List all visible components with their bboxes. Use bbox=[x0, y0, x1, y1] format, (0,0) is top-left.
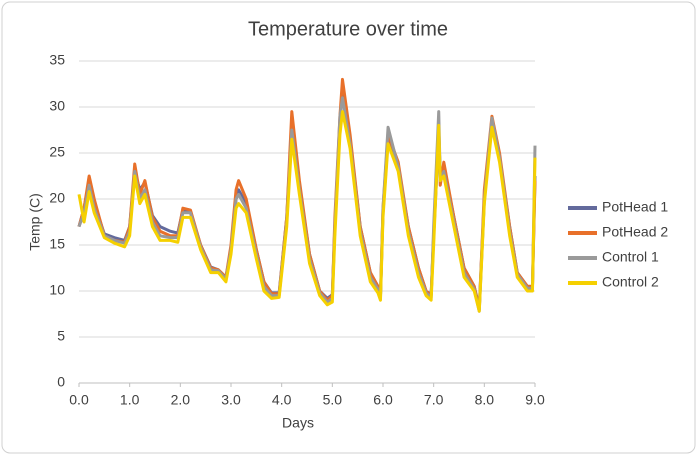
y-tick-label: 30 bbox=[49, 98, 65, 114]
x-tick-label: 2.0 bbox=[171, 392, 191, 408]
x-tick-label: 6.0 bbox=[373, 392, 393, 408]
y-tick-label: 15 bbox=[49, 236, 65, 252]
x-tick-label: 3.0 bbox=[221, 392, 241, 408]
x-tick-label: 9.0 bbox=[525, 392, 545, 408]
legend-label: Control 2 bbox=[602, 274, 659, 290]
y-tick-label: 5 bbox=[57, 328, 65, 344]
x-tick-label: 1.0 bbox=[120, 392, 140, 408]
legend-label: Control 1 bbox=[602, 249, 659, 265]
legend-label: PotHead 1 bbox=[602, 199, 668, 215]
y-tick-label: 25 bbox=[49, 144, 65, 160]
x-tick-label: 5.0 bbox=[323, 392, 343, 408]
legend-label: PotHead 2 bbox=[602, 224, 668, 240]
chart-title: Temperature over time bbox=[248, 18, 448, 40]
x-tick-label: 4.0 bbox=[272, 392, 292, 408]
y-axis-label: Temp (C) bbox=[27, 193, 43, 251]
y-tick-label: 35 bbox=[49, 52, 65, 68]
x-tick-label: 0.0 bbox=[69, 392, 89, 408]
x-axis-label: Days bbox=[282, 415, 314, 431]
chart-border bbox=[1, 1, 696, 454]
y-tick-label: 10 bbox=[49, 282, 65, 298]
y-tick-label: 0 bbox=[57, 374, 65, 390]
x-tick-label: 7.0 bbox=[424, 392, 444, 408]
series-line bbox=[77, 110, 537, 313]
x-tick-label: 8.0 bbox=[475, 392, 495, 408]
y-tick-label: 20 bbox=[49, 190, 65, 206]
